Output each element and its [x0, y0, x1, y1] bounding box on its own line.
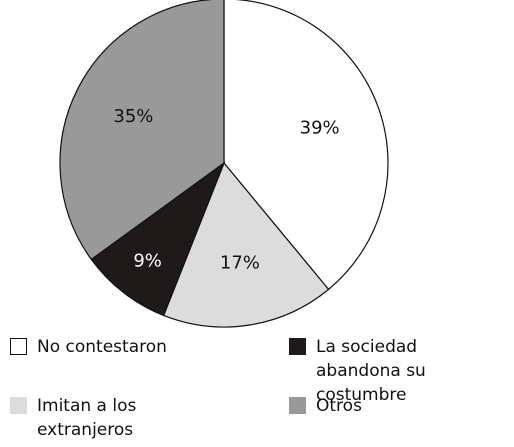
legend-item: Otros	[289, 394, 506, 418]
legend-item: La sociedad abandona su costumbre	[289, 335, 506, 407]
legend-label: No contestaron	[37, 337, 167, 357]
slice-label: 35%	[113, 106, 153, 127]
legend-swatch	[10, 397, 27, 414]
legend-label: Otros	[316, 396, 362, 416]
legend-label: La sociedad abandona su costumbre	[316, 337, 426, 405]
legend-swatch	[289, 338, 306, 355]
slice-label: 39%	[300, 118, 340, 139]
legend-item: Imitan a los extranjeros	[10, 394, 227, 442]
legend-label: Imitan a los extranjeros	[37, 396, 137, 440]
slice-label: 17%	[220, 252, 260, 273]
pie-slice	[90, 161, 226, 317]
legend-item: No contestaron	[10, 335, 227, 359]
legend-swatch	[289, 397, 306, 414]
slice-label: 9%	[133, 250, 162, 271]
pie-slice	[59, 0, 225, 261]
pie-slice	[223, 0, 389, 291]
legend-swatch	[10, 338, 27, 355]
pie-slice	[162, 161, 330, 328]
pie-chart: 39% 17% 9% 35%	[59, 0, 389, 328]
